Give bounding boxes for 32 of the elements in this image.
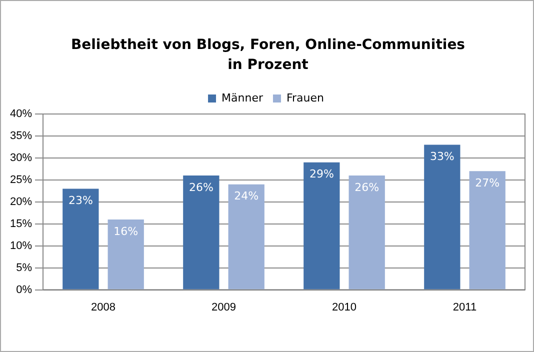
y-tick-label: 15%: [10, 218, 32, 230]
data-label: 16%: [114, 224, 138, 238]
data-label: 33%: [430, 150, 454, 164]
bar: [108, 219, 144, 290]
y-tick-label: 0%: [16, 284, 32, 296]
data-label: 27%: [475, 176, 500, 190]
bar: [183, 176, 220, 290]
bar: [348, 176, 385, 290]
data-label: 26%: [354, 180, 380, 194]
legend-label: Frauen: [286, 91, 324, 104]
y-tick-label: 25%: [10, 174, 32, 186]
data-label: 29%: [309, 168, 334, 181]
data-label: 26%: [188, 180, 214, 194]
y-tick-label: 5%: [16, 262, 32, 274]
y-tick-label: 35%: [10, 130, 32, 142]
y-tick-label: 10%: [10, 240, 32, 252]
y-tick-label: 30%: [10, 152, 32, 164]
bar: [228, 184, 264, 290]
x-tick-label: 2011: [452, 301, 477, 314]
x-tick-label: 2010: [332, 301, 356, 314]
data-label: 24%: [234, 190, 259, 203]
chart-title: Beliebtheit von Blogs, Foren, Online-Communities in Prozent: [70, 36, 466, 75]
legend-label: Männer: [222, 91, 264, 104]
data-label: 23%: [68, 194, 93, 208]
bar: [62, 188, 99, 290]
y-tick-label: 40%: [10, 108, 32, 120]
bar: [304, 162, 340, 290]
x-tick-label: 2009: [212, 301, 236, 314]
y-tick-label: 20%: [10, 196, 32, 208]
x-tick-label: 2008: [91, 301, 116, 314]
bar: [424, 144, 460, 290]
bar: [469, 171, 506, 290]
